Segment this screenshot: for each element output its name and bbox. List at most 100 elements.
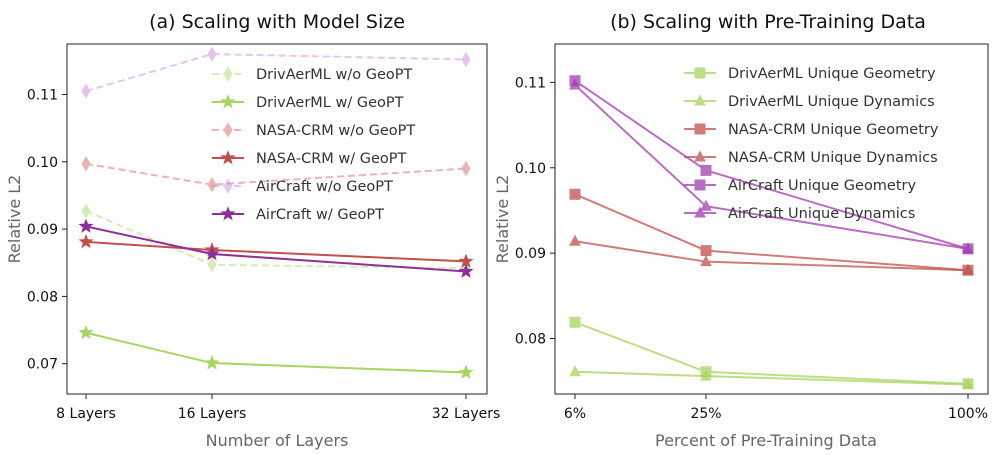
series-line bbox=[85, 210, 467, 270]
y-tick-label: 0.07 bbox=[27, 357, 58, 373]
data-point bbox=[962, 242, 974, 254]
y-tick-label: 0.10 bbox=[515, 161, 546, 177]
x-tick-label: 100% bbox=[948, 406, 988, 422]
legend-label: AirCraft w/ GeoPT bbox=[256, 207, 384, 223]
legend-swatch bbox=[684, 67, 716, 79]
legend-entry: DrivAerML w/ GeoPT bbox=[212, 94, 404, 111]
legend-swatch bbox=[684, 179, 716, 191]
chart-b-title: (b) Scaling with Pre-Training Data bbox=[610, 11, 926, 33]
series-nasa-crm-unique-dynamics bbox=[569, 234, 974, 275]
data-point bbox=[458, 263, 474, 278]
data-point bbox=[207, 176, 217, 193]
series-drivaerml-unique-dynamics bbox=[569, 365, 974, 390]
data-point bbox=[204, 355, 220, 370]
chart-b-series bbox=[569, 75, 974, 390]
data-point bbox=[700, 199, 712, 211]
legend-entry: NASA-CRM w/ GeoPT bbox=[212, 150, 407, 167]
data-point bbox=[461, 160, 471, 177]
legend-swatch bbox=[212, 150, 244, 165]
legend-label: NASA-CRM Unique Geometry bbox=[728, 122, 939, 138]
legend-entry: DrivAerML Unique Geometry bbox=[684, 66, 936, 82]
chart-a-ticks: 8 Layers 16 Layers 32 Layers 0.07 0.08 0.09 0.… bbox=[27, 87, 500, 422]
legend-swatch bbox=[212, 122, 244, 138]
chart-b-ticks: 6% 25% 100% 0.08 0.09 0.10 0.11 bbox=[515, 75, 988, 422]
x-tick-label: 25% bbox=[690, 406, 721, 422]
chart-a-frame bbox=[66, 43, 488, 395]
series-aircraft-unique-dynamics bbox=[569, 78, 974, 254]
x-tick-label: 16 Layers bbox=[178, 406, 247, 422]
data-point bbox=[569, 234, 581, 246]
legend-label: DrivAerML Unique Dynamics bbox=[728, 94, 935, 110]
data-point bbox=[81, 156, 91, 172]
legend-entry: AirCraft w/ GeoPT bbox=[212, 206, 384, 223]
data-point bbox=[207, 46, 217, 62]
legend-entry: DrivAerML w/o GeoPT bbox=[212, 66, 412, 83]
legend-label: NASA-CRM Unique Dynamics bbox=[728, 150, 938, 166]
series-line bbox=[85, 331, 467, 374]
data-point bbox=[569, 78, 581, 90]
data-point bbox=[962, 263, 974, 275]
chart-b-pretraining-data: (b) Scaling with Pre-Training Data 6% 25%… bbox=[493, 11, 989, 450]
legend-entry: AirCraft Unique Dynamics bbox=[684, 206, 915, 222]
chart-a-title: (a) Scaling with Model Size bbox=[149, 11, 405, 33]
chart-b-frame bbox=[554, 43, 989, 395]
legend-entry: DrivAerML Unique Dynamics bbox=[684, 94, 935, 110]
legend-swatch bbox=[212, 178, 244, 194]
chart-b-ylabel: Relative L2 bbox=[493, 175, 512, 264]
legend-entry: NASA-CRM w/o GeoPT bbox=[212, 122, 415, 139]
data-point bbox=[700, 255, 712, 267]
series-nasa-crm-w-o-geopt bbox=[81, 156, 471, 193]
series-nasa-crm-w-geopt bbox=[78, 233, 474, 268]
data-point bbox=[81, 203, 91, 219]
data-point bbox=[204, 246, 220, 261]
legend-swatch bbox=[212, 206, 244, 221]
data-point bbox=[700, 245, 712, 257]
series-line bbox=[574, 370, 969, 386]
legend-swatch bbox=[684, 94, 716, 106]
data-point bbox=[569, 316, 581, 328]
y-tick-label: 0.08 bbox=[27, 289, 58, 305]
y-tick-label: 0.08 bbox=[515, 332, 546, 348]
series-aircraft-w-geopt bbox=[78, 218, 474, 278]
data-point bbox=[569, 188, 581, 200]
data-point bbox=[81, 83, 91, 99]
legend-swatch bbox=[684, 206, 716, 218]
series-aircraft-w-o-geopt bbox=[81, 46, 471, 99]
legend-label: DrivAerML Unique Geometry bbox=[728, 66, 936, 82]
chart-b-xlabel: Percent of Pre-Training Data bbox=[655, 431, 877, 450]
legend-entry: AirCraft Unique Geometry bbox=[684, 178, 917, 194]
data-point bbox=[962, 378, 974, 390]
legend-label: DrivAerML w/ GeoPT bbox=[256, 95, 404, 111]
x-tick-label: 8 Layers bbox=[56, 406, 116, 422]
legend-swatch bbox=[684, 150, 716, 162]
legend-label: NASA-CRM w/o GeoPT bbox=[256, 123, 415, 139]
chart-a-xlabel: Number of Layers bbox=[206, 431, 349, 450]
series-drivaerml-w-geopt bbox=[78, 324, 474, 379]
data-point bbox=[78, 218, 94, 233]
data-point bbox=[700, 369, 712, 381]
legend-label: AirCraft Unique Geometry bbox=[728, 178, 917, 194]
chart-a-ylabel: Relative L2 bbox=[5, 175, 24, 264]
y-tick-label: 0.09 bbox=[27, 222, 58, 238]
legend-swatch bbox=[684, 123, 716, 135]
x-tick-label: 32 Layers bbox=[432, 406, 501, 422]
chart-a-model-size: (a) Scaling with Model Size 8 Layers 16 L… bbox=[5, 11, 500, 450]
y-tick-label: 0.11 bbox=[515, 75, 546, 91]
legend-label: NASA-CRM w/ GeoPT bbox=[256, 151, 407, 167]
legend-label: AirCraft Unique Dynamics bbox=[728, 206, 915, 222]
chart-a-legend: DrivAerML w/o GeoPT DrivAerML w/ GeoPT NAS… bbox=[212, 66, 415, 223]
data-point bbox=[458, 364, 474, 379]
data-point bbox=[569, 365, 581, 377]
x-tick-label: 6% bbox=[564, 406, 586, 422]
y-tick-label: 0.09 bbox=[515, 246, 546, 262]
legend-swatch bbox=[212, 66, 244, 82]
series-line bbox=[85, 162, 467, 186]
legend-label: DrivAerML w/o GeoPT bbox=[256, 67, 412, 83]
y-tick-label: 0.11 bbox=[27, 87, 58, 103]
data-point bbox=[78, 233, 94, 249]
series-line bbox=[85, 53, 467, 93]
legend-entry: NASA-CRM Unique Geometry bbox=[684, 122, 939, 138]
data-point bbox=[700, 164, 712, 176]
legend-label: AirCraft w/o GeoPT bbox=[256, 179, 393, 195]
